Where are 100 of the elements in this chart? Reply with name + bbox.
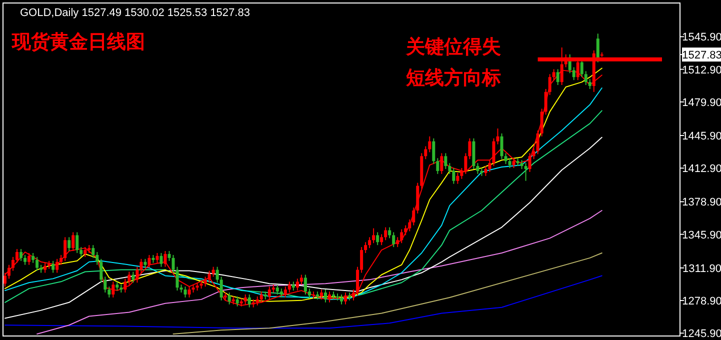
candlestick — [484, 166, 488, 176]
y-tick-label: 1311.90 — [682, 262, 721, 275]
candlestick — [460, 168, 464, 180]
candlestick — [536, 130, 540, 155]
candlestick — [92, 244, 95, 258]
candlestick — [260, 291, 263, 303]
candlestick — [104, 276, 107, 294]
candlestick — [288, 281, 291, 294]
candlestick — [36, 256, 39, 272]
candlestick — [16, 248, 19, 264]
candlestick — [172, 254, 175, 274]
candlestick — [432, 138, 436, 165]
candlestick — [512, 158, 516, 169]
candlestick — [4, 272, 7, 288]
candlestick — [340, 294, 343, 305]
candlestick — [112, 281, 115, 298]
candlestick — [372, 228, 376, 244]
candlestick — [444, 152, 448, 170]
candlestick — [440, 152, 444, 174]
candlestick — [364, 242, 368, 254]
candlestick — [572, 66, 576, 81]
candlestick — [492, 138, 496, 167]
candlestick — [380, 234, 384, 246]
candlestick — [24, 254, 27, 266]
candlestick — [576, 58, 580, 81]
candlestick — [552, 68, 556, 81]
candlestick — [96, 252, 99, 266]
candlestick — [388, 226, 392, 239]
candlestick — [140, 258, 143, 274]
candlestick — [72, 232, 75, 252]
candlestick — [76, 232, 79, 254]
candlestick — [300, 274, 303, 286]
candlestick — [136, 266, 139, 284]
candlestick — [276, 284, 279, 295]
candlestick — [384, 226, 388, 241]
candlestick — [344, 292, 348, 305]
candlestick — [504, 152, 508, 165]
candlestick — [464, 152, 468, 174]
candlestick — [204, 276, 207, 288]
candlestick — [376, 232, 380, 246]
candlestick — [184, 286, 187, 298]
candlestick — [156, 252, 159, 264]
candlestick — [508, 158, 512, 169]
candlestick — [12, 256, 15, 272]
candlestick — [488, 160, 492, 172]
candlestick — [236, 296, 239, 307]
candlestick — [436, 158, 440, 174]
candlestick — [476, 162, 480, 174]
text: 现货黄金日线图 — [11, 31, 145, 53]
candlestick — [216, 266, 219, 284]
candlestick — [80, 246, 83, 258]
candlestick — [284, 286, 287, 298]
candlestick — [392, 232, 396, 248]
candlestick — [124, 278, 127, 294]
candlestick — [44, 262, 47, 274]
candlestick — [468, 138, 472, 160]
candlestick — [328, 291, 331, 303]
candlestick — [296, 278, 299, 292]
candlestick — [524, 162, 528, 182]
candlestick — [396, 236, 400, 248]
candlestick — [8, 264, 11, 280]
candlestick — [368, 236, 372, 249]
candlestick — [60, 254, 63, 266]
candlestick — [188, 286, 191, 298]
candlestick — [584, 70, 588, 86]
candlestick — [208, 270, 211, 284]
candlestick — [324, 289, 327, 303]
candlestick — [100, 258, 103, 284]
candlestick — [244, 294, 247, 305]
candlestick — [400, 228, 404, 244]
candlestick — [496, 128, 500, 145]
candlestick — [500, 132, 504, 160]
candlestick — [548, 74, 552, 96]
candlestick — [588, 78, 592, 90]
candlestick — [128, 271, 131, 286]
candlestick — [56, 258, 59, 274]
candlestick — [408, 218, 412, 232]
candlestick — [532, 148, 536, 160]
candlestick — [164, 250, 167, 268]
candlestick — [64, 236, 67, 262]
candlestick — [220, 276, 223, 301]
candlestick — [596, 33, 600, 63]
candlestick — [28, 252, 31, 266]
candlestick — [320, 289, 323, 300]
annotation: 关键位得失 — [405, 36, 501, 58]
candlestick — [84, 246, 87, 258]
candlestick — [448, 162, 452, 174]
candlestick — [560, 46, 564, 86]
candlestick — [132, 271, 135, 284]
candlestick — [32, 252, 35, 264]
candlestick — [68, 236, 71, 252]
candlestick — [160, 252, 163, 268]
candlestick — [20, 248, 23, 262]
candlestick — [168, 250, 171, 262]
candlestick — [148, 254, 151, 268]
candlestick — [228, 292, 231, 305]
annotation: 短线方向标 — [405, 67, 501, 89]
candlestick — [424, 146, 428, 160]
candlestick — [268, 286, 271, 300]
candlestick — [544, 88, 548, 116]
